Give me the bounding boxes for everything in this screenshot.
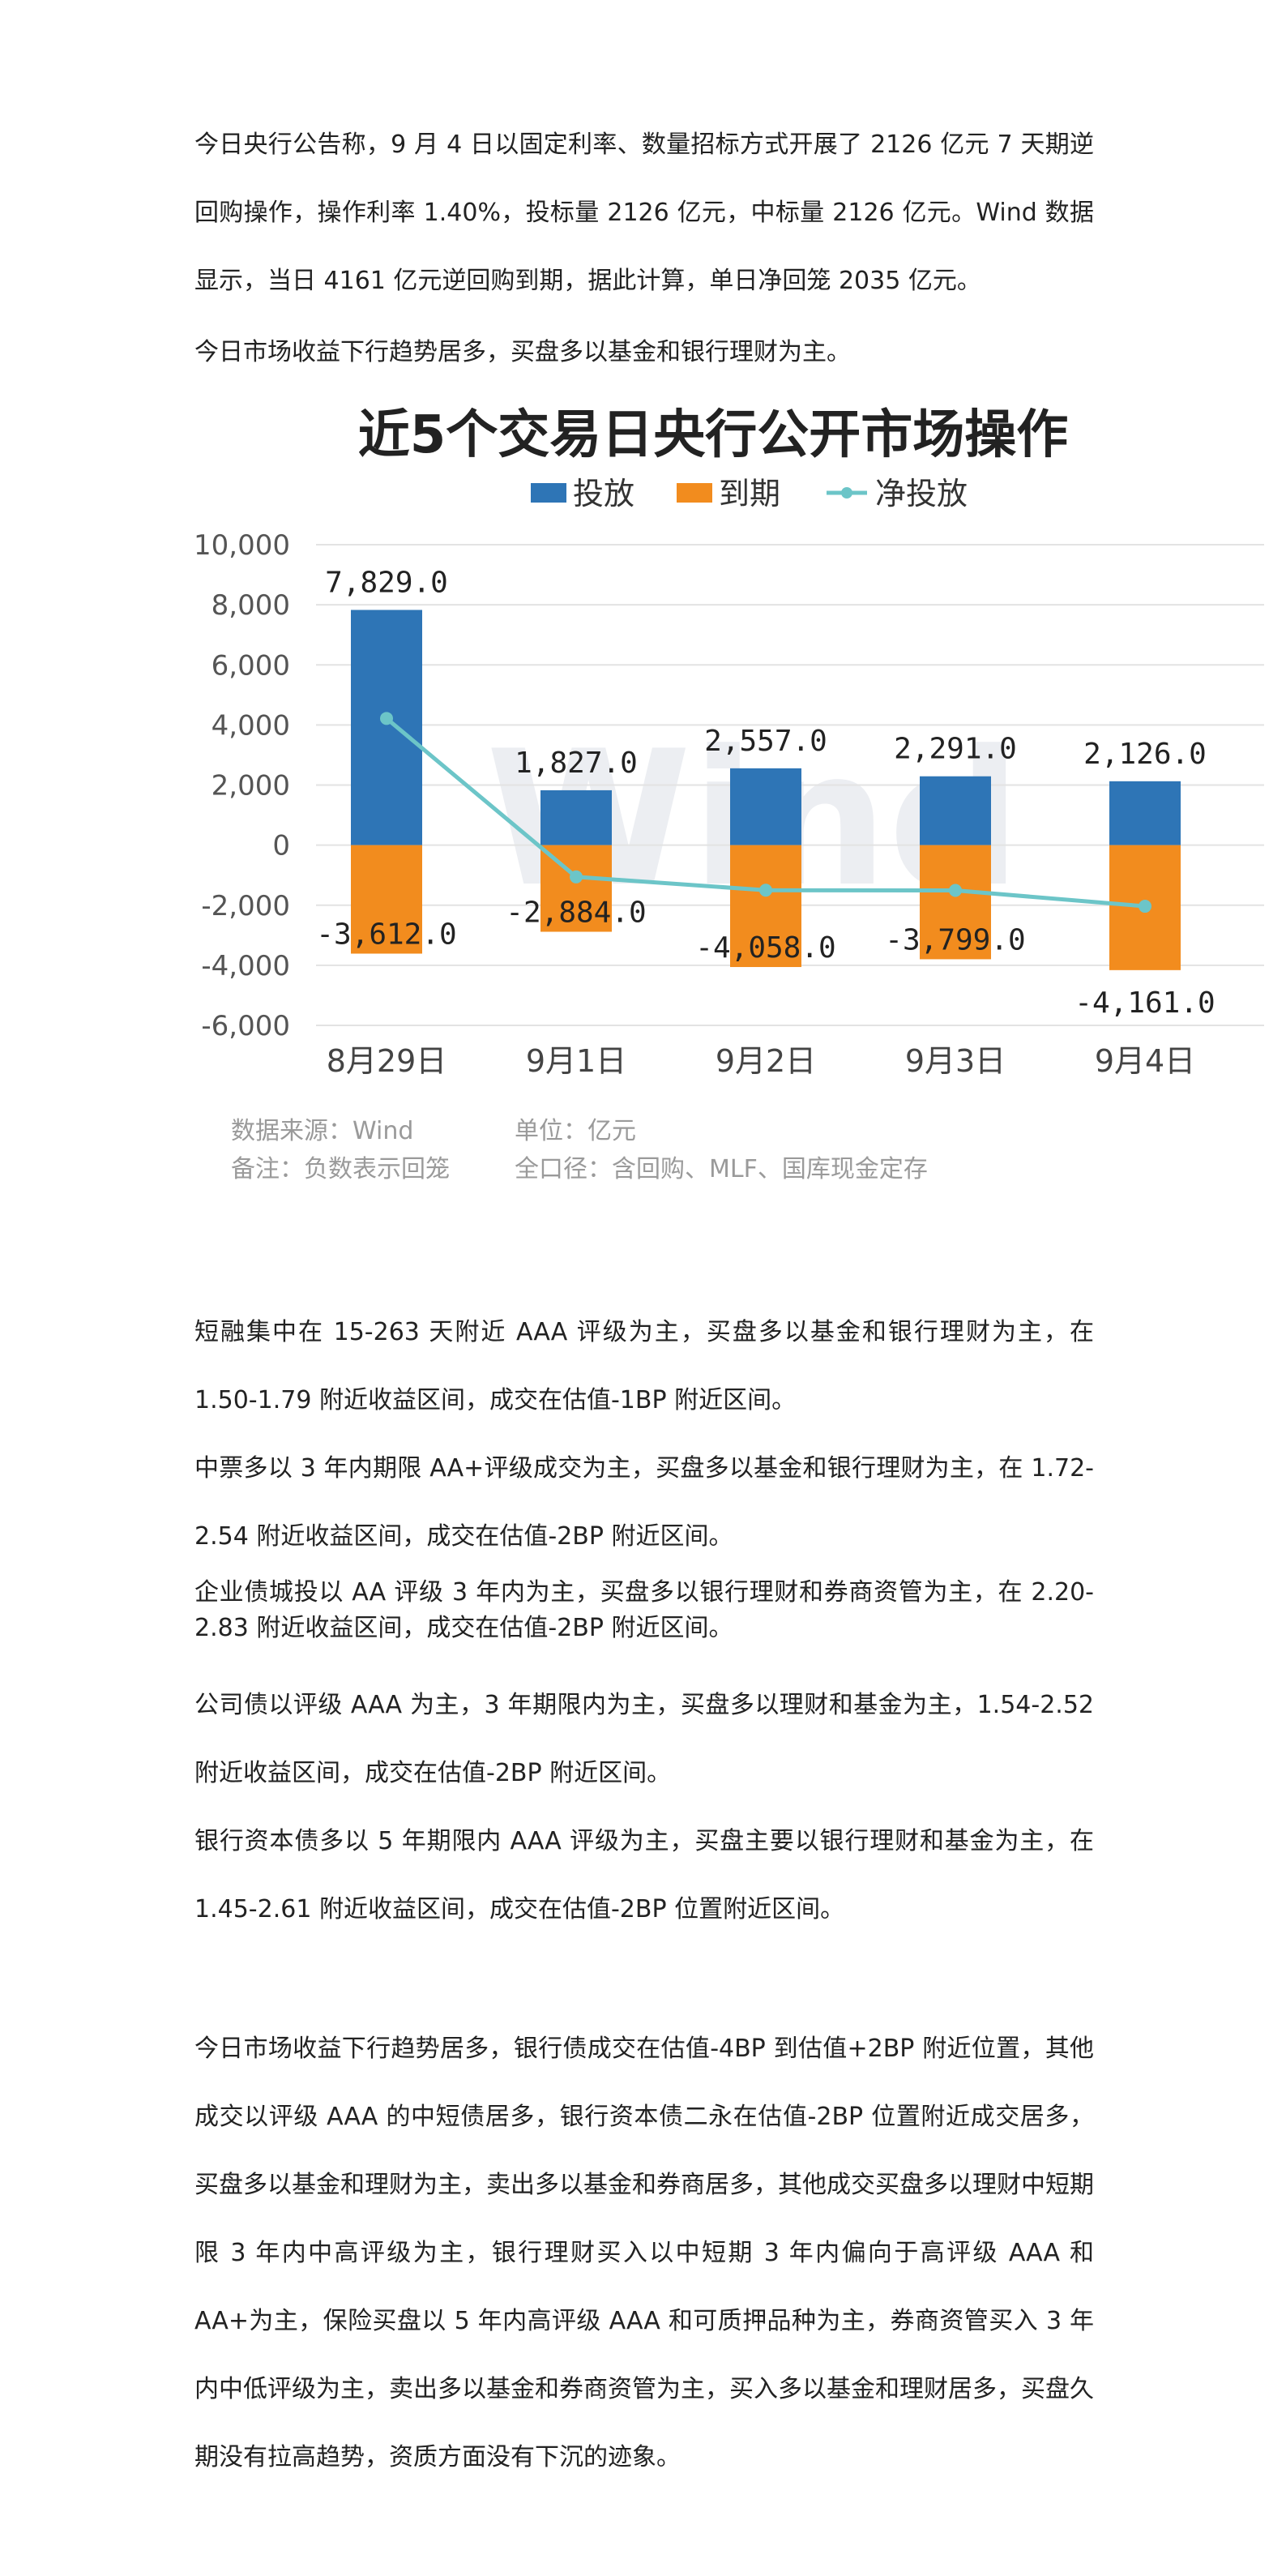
x-tick-label: 9月4日 bbox=[1095, 1043, 1195, 1079]
legend-label-1: 到期 bbox=[719, 476, 780, 511]
footnote-source: 数据来源：Wind bbox=[231, 1117, 413, 1145]
y-tick-label: 6,000 bbox=[211, 649, 290, 682]
x-tick-label: 9月1日 bbox=[526, 1043, 626, 1079]
y-tick-label: 2,000 bbox=[211, 770, 290, 802]
chart-title: 近5个交易日央行公开市场操作 bbox=[358, 405, 1069, 465]
net-investment-point bbox=[759, 884, 772, 897]
legend-line-dot bbox=[841, 487, 852, 499]
bar-investment bbox=[351, 610, 422, 845]
data-label-investment: 2,557.0 bbox=[704, 725, 827, 758]
x-tick-label: 9月2日 bbox=[716, 1043, 816, 1079]
market-summary-paragraph: 今日市场收益下行趋势居多，银行债成交在估值-4BP 到估值+2BP 附近位置，其… bbox=[194, 2035, 1094, 2471]
x-tick-label: 9月3日 bbox=[905, 1043, 1006, 1079]
enterprise-bond-paragraph: 企业债城投以 AA 评级 3 年内为主，买盘多以银行理财和券商资管为主，在 2.… bbox=[194, 1578, 1094, 1642]
intro-paragraph: 今日央行公告称，9 月 4 日以固定利率、数量招标方式开展了 2126 亿元 7… bbox=[194, 131, 1094, 295]
legend-label-0: 投放 bbox=[573, 476, 634, 511]
data-label-investment: 2,291.0 bbox=[894, 733, 1017, 766]
legend-swatch-1 bbox=[677, 483, 712, 503]
bank-capital-bond-paragraph: 银行资本债多以 5 年期限内 AAA 评级为主，买盘主要以银行理财和基金为主，在… bbox=[194, 1827, 1094, 1923]
net-investment-point bbox=[380, 712, 393, 725]
data-label-maturity: -4,058.0 bbox=[695, 931, 835, 965]
chart-svg: Wind近5个交易日央行公开市场操作投放到期净投放10,0008,0006,00… bbox=[194, 405, 1264, 1183]
footnote-note: 备注：负数表示回笼 bbox=[231, 1155, 450, 1183]
corporate-bond-paragraph: 公司债以评级 AAA 为主，3 年期限内为主，买盘多以理财和基金为主，1.54-… bbox=[194, 1691, 1094, 1787]
data-label-investment: 1,827.0 bbox=[515, 747, 638, 780]
y-tick-label: -4,000 bbox=[201, 950, 290, 982]
net-investment-point bbox=[1139, 900, 1151, 914]
bar-investment bbox=[540, 789, 612, 845]
net-investment-point bbox=[570, 870, 583, 884]
y-tick-label: -6,000 bbox=[201, 1010, 290, 1042]
medium-term-note-paragraph: 中票多以 3 年内期限 AA+评级成交为主，买盘多以基金和银行理财为主，在 1.… bbox=[194, 1454, 1094, 1551]
data-label-maturity: -3,612.0 bbox=[316, 918, 456, 951]
intro-summary-paragraph: 今日市场收益下行趋势居多，买盘多以基金和银行理财为主。 bbox=[194, 338, 851, 366]
y-tick-label: 8,000 bbox=[211, 589, 290, 622]
y-tick-label: 10,000 bbox=[194, 529, 290, 562]
data-label-investment: 2,126.0 bbox=[1083, 738, 1207, 771]
footnote-scope: 全口径：含回购、MLF、国库现金定存 bbox=[515, 1155, 928, 1183]
legend-swatch-0 bbox=[531, 483, 566, 503]
net-investment-point bbox=[949, 884, 962, 897]
short-term-bond-paragraph: 短融集中在 15-263 天附近 AAA 评级为主，买盘多以基金和银行理财为主，… bbox=[194, 1318, 1094, 1414]
data-label-maturity: -2,884.0 bbox=[506, 896, 646, 930]
legend-label-2: 净投放 bbox=[875, 476, 968, 511]
bar-investment bbox=[730, 768, 801, 845]
data-label-investment: 7,829.0 bbox=[325, 566, 448, 599]
bar-maturity bbox=[920, 845, 991, 960]
y-tick-label: 0 bbox=[272, 830, 290, 862]
bar-investment bbox=[1109, 781, 1181, 845]
bar-maturity bbox=[351, 845, 422, 954]
footnote-unit: 单位：亿元 bbox=[515, 1117, 636, 1145]
data-label-maturity: -3,799.0 bbox=[885, 923, 1025, 956]
bar-maturity bbox=[730, 845, 801, 968]
x-tick-label: 8月29日 bbox=[327, 1043, 447, 1079]
y-tick-label: 4,000 bbox=[211, 709, 290, 742]
y-tick-label: -2,000 bbox=[201, 890, 290, 922]
data-label-maturity: -4,161.0 bbox=[1075, 986, 1215, 1020]
bar-investment bbox=[920, 776, 991, 845]
open-market-operations-chart: Wind近5个交易日央行公开市场操作投放到期净投放10,0008,0006,00… bbox=[194, 381, 1272, 1240]
